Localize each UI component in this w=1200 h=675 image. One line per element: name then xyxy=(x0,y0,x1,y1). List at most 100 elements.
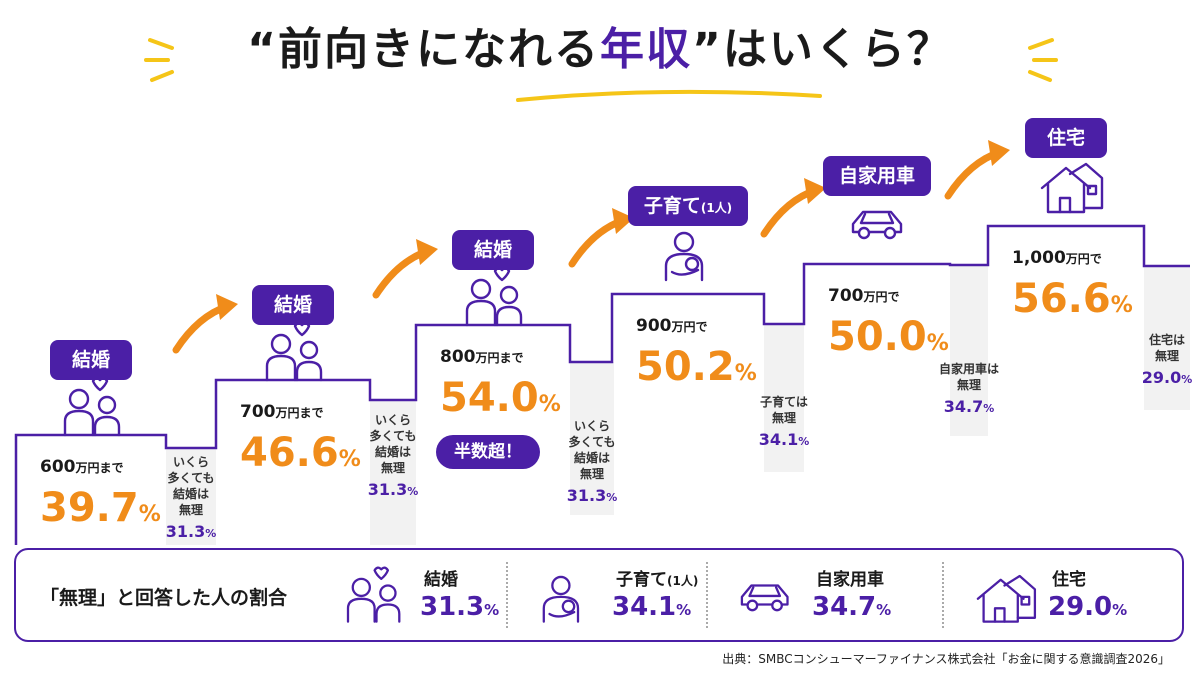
impossible-label-line: 結婚は xyxy=(374,445,411,459)
impossible-label-line: 多くても xyxy=(167,471,215,485)
impossible-percent-unit: % xyxy=(205,527,217,540)
step-arrow-icon xyxy=(172,294,238,354)
step-percent-unit: % xyxy=(734,361,757,386)
summary-item-name-text: 結婚 xyxy=(424,570,458,590)
step-badge-sub: (1人) xyxy=(700,201,733,215)
impossible-label-line: 無理 xyxy=(380,461,405,475)
sparkle-left-icon xyxy=(144,38,174,82)
summary-item-name-text: 自家用車 xyxy=(816,570,884,590)
step-amount: 900万円で xyxy=(636,316,708,336)
summary-item-percent: 31.3% xyxy=(420,592,499,622)
summary-item-percent: 34.7% xyxy=(812,592,891,622)
title-area: “前向きになれる年収”はいくら？ xyxy=(0,18,1200,98)
summary-item-name: 自家用車 xyxy=(816,565,884,590)
parent-baby-icon xyxy=(664,231,704,282)
step-percent-value: 46.6 xyxy=(240,430,339,476)
step-arrow-icon xyxy=(568,208,634,268)
impossible-label-line: 住宅は xyxy=(1148,333,1185,347)
source-note: 出典：SMBCコンシューマーファイナンス株式会社「お金に関する意識調査2026」 xyxy=(722,652,1170,666)
step-percent-value: 54.0 xyxy=(440,375,539,421)
summary-item-name-text: 住宅 xyxy=(1052,570,1086,590)
impossible-column xyxy=(166,448,216,545)
majority-badge: 半数超！ xyxy=(436,435,540,469)
step-percent-unit: % xyxy=(138,502,161,527)
impossible-label: 自家用車は 無理 34.7% xyxy=(929,361,1009,417)
impossible-label-line: いくら xyxy=(374,413,411,427)
impossible-percent: 31.3% xyxy=(353,482,433,500)
impossible-label-line: 多くても xyxy=(568,435,616,449)
step-amount-value: 800 xyxy=(440,347,476,367)
impossible-label-line: 子育ては xyxy=(760,395,808,409)
impossible-label-line: 結婚は xyxy=(573,451,610,465)
summary-item-percent-value: 34.1 xyxy=(612,592,677,622)
impossible-label-line: いくら xyxy=(573,419,610,433)
step-amount-unit: 万円まで xyxy=(475,351,524,365)
sparkle-right-icon xyxy=(1028,38,1058,82)
summary-item-name: 住宅 xyxy=(1052,565,1086,590)
summary-item-percent-unit: % xyxy=(876,601,892,619)
car-icon xyxy=(851,210,903,240)
summary-item-name: 結婚 xyxy=(424,565,458,590)
step-badge: 自家用車 xyxy=(823,156,931,196)
impossible-percent-unit: % xyxy=(798,435,810,448)
step-percent-unit: % xyxy=(338,447,361,472)
impossible-label: 住宅は無理 29.0% xyxy=(1127,332,1200,388)
summary-item-percent-value: 29.0 xyxy=(1048,592,1113,622)
title-text-before: 前向きになれる xyxy=(278,24,600,75)
step-percent-value: 39.7 xyxy=(40,485,139,531)
step-amount: 700万円で xyxy=(828,286,900,306)
step-arrow-icon xyxy=(372,239,438,299)
impossible-label-line: 多くても xyxy=(369,429,417,443)
impossible-percent-unit: % xyxy=(1181,373,1193,386)
summary-item-name: 子育て(1人) xyxy=(616,565,698,590)
step-arrow-icon xyxy=(760,178,826,238)
summary-divider xyxy=(942,562,944,628)
title-text-after: はいくら？ xyxy=(722,24,953,75)
step-amount-unit: 万円まで xyxy=(275,406,324,420)
step-percent-value: 50.0 xyxy=(828,314,927,360)
step-percent-value: 50.2 xyxy=(636,344,735,390)
step-percent: 50.0% xyxy=(828,314,949,360)
impossible-column xyxy=(764,324,804,472)
step-percent: 50.2% xyxy=(636,344,757,390)
impossible-percent: 31.3% xyxy=(552,488,632,506)
impossible-percent-value: 31.3 xyxy=(165,522,206,541)
step-badge-label: 住宅 xyxy=(1046,127,1085,149)
step-badge-label: 子育て xyxy=(643,195,701,217)
impossible-percent-value: 29.0 xyxy=(1141,368,1182,387)
title-close-quote: ” xyxy=(692,24,723,75)
step-amount: 800万円まで xyxy=(440,347,524,367)
summary-divider xyxy=(706,562,708,628)
summary-divider xyxy=(506,562,508,628)
impossible-label-line: 自家用車は xyxy=(938,362,999,376)
title-highlight: 年収 xyxy=(600,24,692,75)
step-percent: 54.0% xyxy=(440,375,561,421)
couple-icon xyxy=(265,322,323,382)
step-amount-value: 700 xyxy=(240,402,276,422)
impossible-label: いくら多くても結婚は無理 31.3% xyxy=(353,412,433,500)
step-badge: 住宅 xyxy=(1025,118,1107,158)
staircase-outline xyxy=(14,224,1190,545)
step-amount: 600万円まで xyxy=(40,457,124,477)
step-percent-unit: % xyxy=(1110,293,1133,318)
step-amount-value: 1,000 xyxy=(1012,248,1066,268)
impossible-percent-value: 34.1 xyxy=(758,430,799,449)
step-percent: 56.6% xyxy=(1012,276,1133,322)
step-amount-value: 700 xyxy=(828,286,864,306)
summary-label: 「無理」と回答した人の割合 xyxy=(40,587,288,609)
impossible-percent-unit: % xyxy=(606,491,618,504)
step-badge: 結婚 xyxy=(452,230,534,270)
summary-item-name-sub: (1人) xyxy=(667,574,699,588)
impossible-percent-value: 31.3 xyxy=(566,486,607,505)
page-title: “前向きになれる年収”はいくら？ xyxy=(0,18,1200,82)
impossible-label-line: 無理 xyxy=(1154,349,1179,363)
step-percent-unit: % xyxy=(538,392,561,417)
step-amount-unit: 万円まで xyxy=(75,461,124,475)
impossible-label-line: いくら xyxy=(172,455,209,469)
step-amount-value: 600 xyxy=(40,457,76,477)
impossible-label: いくら 多くても 結婚は 無理 31.3% xyxy=(151,454,231,542)
impossible-column xyxy=(370,400,416,545)
impossible-percent: 31.3% xyxy=(151,524,231,542)
impossible-percent: 29.0% xyxy=(1127,370,1200,388)
step-percent: 39.7% xyxy=(40,485,161,531)
